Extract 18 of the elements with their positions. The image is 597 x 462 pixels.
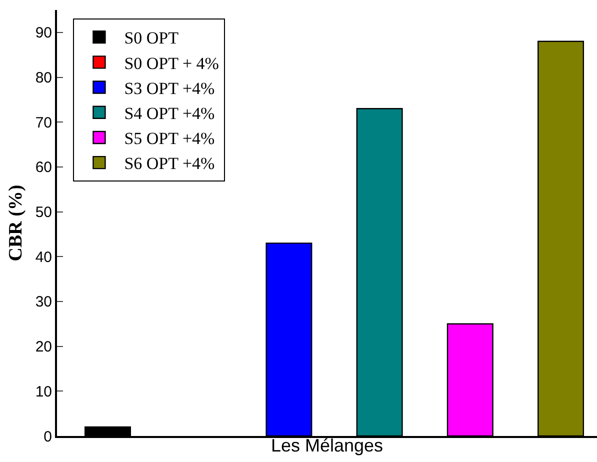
- legend-label: S0 OPT: [124, 28, 180, 48]
- y-tick-label: 90: [35, 24, 52, 42]
- y-tick-label: 0: [44, 428, 52, 446]
- y-tick-label: 70: [35, 114, 52, 132]
- legend-label: S5 OPT +4%: [124, 129, 215, 148]
- y-tick-label: 80: [35, 70, 52, 87]
- y-tick-label: 60: [35, 159, 52, 176]
- x-axis-title: Les Mélanges: [270, 436, 384, 456]
- legend-label: S0 OPT + 4%: [124, 54, 219, 73]
- y-tick-label: 50: [35, 204, 52, 222]
- y-axis-title: CBR (%): [6, 184, 27, 262]
- legend-label: S4 OPT +4%: [124, 104, 215, 123]
- y-tick-label: 20: [35, 338, 52, 356]
- y-tick-label: 30: [35, 294, 52, 311]
- y-tick-label: 10: [35, 383, 52, 400]
- legend-label: S3 OPT +4%: [124, 78, 215, 98]
- y-tick-label: 40: [35, 248, 52, 266]
- legend-label: S6 OPT +4%: [124, 154, 215, 174]
